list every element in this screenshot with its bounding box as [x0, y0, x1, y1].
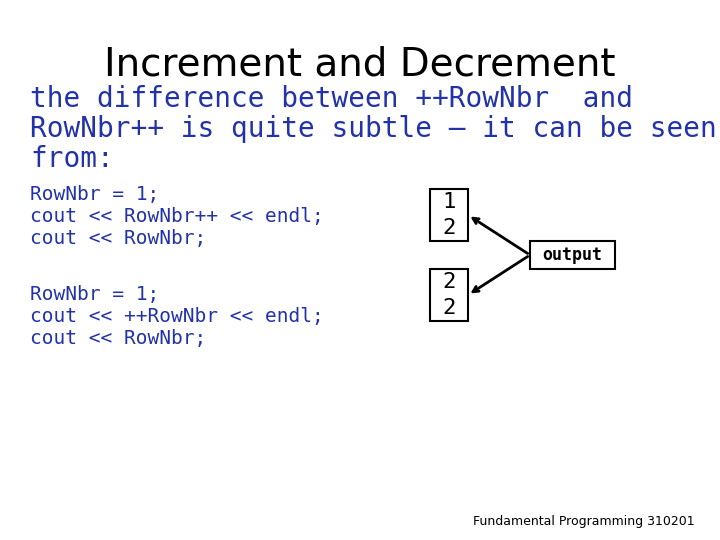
Text: 1: 1 — [442, 192, 456, 212]
Text: cout << RowNbr++ << endl;: cout << RowNbr++ << endl; — [30, 207, 324, 226]
Text: output: output — [542, 246, 603, 264]
Bar — [430, 189, 468, 241]
Text: cout << RowNbr;: cout << RowNbr; — [30, 329, 206, 348]
Text: Fundamental Programming 310201: Fundamental Programming 310201 — [473, 515, 695, 528]
Text: from:: from: — [30, 145, 114, 173]
Text: RowNbr = 1;: RowNbr = 1; — [30, 285, 159, 304]
Text: cout << RowNbr;: cout << RowNbr; — [30, 229, 206, 248]
Text: the difference between ++RowNbr  and: the difference between ++RowNbr and — [30, 85, 633, 113]
Text: Increment and Decrement: Increment and Decrement — [104, 45, 616, 83]
Bar — [430, 269, 468, 321]
Text: 2: 2 — [442, 218, 456, 238]
Text: cout << ++RowNbr << endl;: cout << ++RowNbr << endl; — [30, 307, 324, 326]
Text: RowNbr++ is quite subtle – it can be seen: RowNbr++ is quite subtle – it can be see… — [30, 115, 716, 143]
Text: 2: 2 — [442, 298, 456, 318]
Bar — [530, 241, 615, 269]
Text: 2: 2 — [442, 272, 456, 292]
Text: RowNbr = 1;: RowNbr = 1; — [30, 185, 159, 204]
